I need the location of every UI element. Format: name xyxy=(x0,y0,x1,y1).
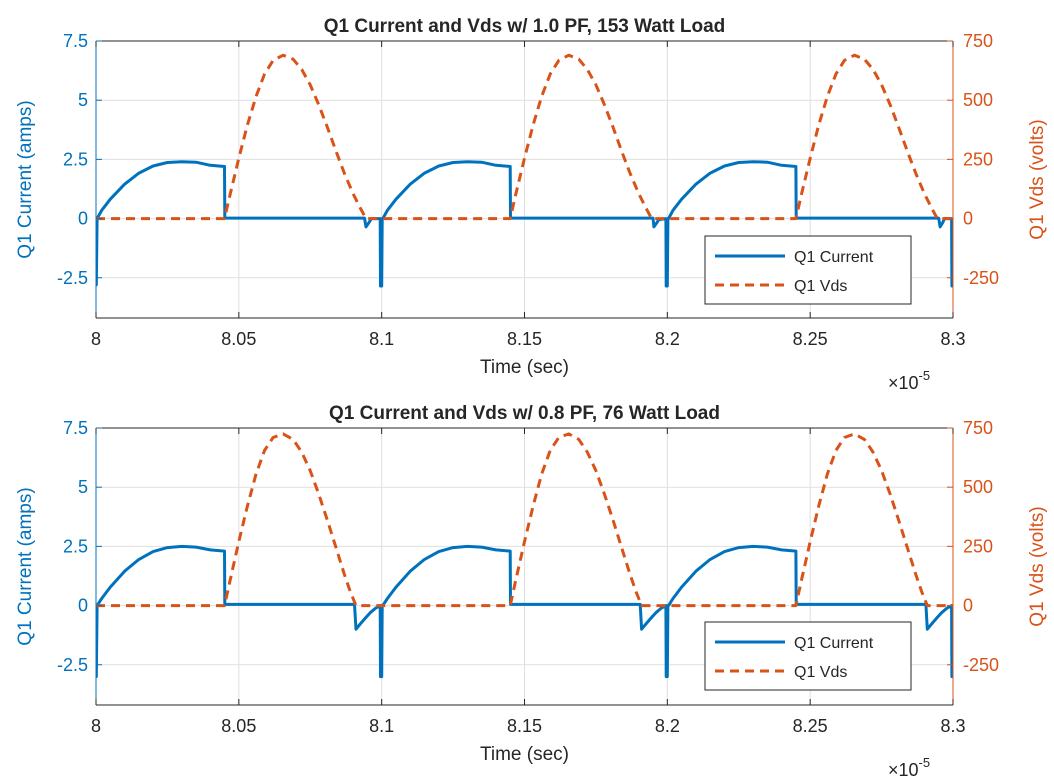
chart-title: Q1 Current and Vds w/ 0.8 PF, 76 Watt Lo… xyxy=(329,403,720,424)
x-tick-label: 8.25 xyxy=(793,716,828,736)
y-left-tick-label: 5 xyxy=(78,477,88,497)
y-left-tick-label: 0 xyxy=(78,209,88,229)
y-right-tick-label: 500 xyxy=(963,90,993,110)
series-group xyxy=(96,432,953,679)
series-line-vds xyxy=(96,432,953,608)
y-left-tick-label: 2.5 xyxy=(63,536,88,556)
x-axis-label: Time (sec) xyxy=(480,357,569,378)
series-line-current xyxy=(96,544,953,679)
y-right-tick-label: 750 xyxy=(963,31,993,51)
y-left-tick-label: 7.5 xyxy=(63,31,88,51)
x-tick-label: 8.2 xyxy=(655,716,680,736)
y-right-tick-label: 500 xyxy=(963,477,993,497)
y-right-axis-label: Q1 Vds (volts) xyxy=(1027,506,1048,626)
series-line-current xyxy=(96,160,953,288)
x-tick-label: 8.05 xyxy=(221,329,256,349)
chart-panel-top: 8 8.05 8.1 8.15 8.2 8.25 8.3 -2.5 0 2.5 5 7.5 -250 0 2… xyxy=(15,16,1048,393)
legend-label-vds: Q1 Vds xyxy=(794,664,847,681)
x-tick-label: 8 xyxy=(91,716,101,736)
axes: 8 8.05 8.1 8.15 8.2 8.25 8.3 -2.5 0 2.5 5 7.5 -250 0 2… xyxy=(57,31,999,349)
y-left-tick-label: -2.5 xyxy=(57,268,88,288)
y-right-tick-label: 750 xyxy=(963,418,993,438)
y-right-tick-label: 0 xyxy=(963,209,973,229)
series-line-vds xyxy=(96,53,953,221)
y-right-tick-label: -250 xyxy=(963,268,999,288)
y-left-tick-label: 2.5 xyxy=(63,149,88,169)
x-tick-label: 8.3 xyxy=(940,716,965,736)
x-tick-label: 8.1 xyxy=(369,329,394,349)
y-right-tick-label: 250 xyxy=(963,536,993,556)
y-right-tick-label: 0 xyxy=(963,596,973,616)
y-left-tick-label: 7.5 xyxy=(63,418,88,438)
y-left-tick-label: -2.5 xyxy=(57,655,88,675)
x-tick-label: 8.15 xyxy=(507,329,542,349)
y-right-tick-label: -250 xyxy=(963,655,999,675)
x-tick-label: 8.1 xyxy=(369,716,394,736)
x-tick-label: 8.25 xyxy=(793,329,828,349)
chart-title: Q1 Current and Vds w/ 1.0 PF, 153 Watt L… xyxy=(324,16,726,37)
y-left-tick-label: 0 xyxy=(78,596,88,616)
y-right-tick-label: 250 xyxy=(963,149,993,169)
legend-box xyxy=(704,621,912,691)
x-exponent-power: -5 xyxy=(919,368,931,383)
x-tick-label: 8 xyxy=(91,329,101,349)
legend-label-vds: Q1 Vds xyxy=(794,278,847,295)
chart-panel-bottom: 8 8.05 8.1 8.15 8.2 8.25 8.3 -2.5 0 2.5 5 7.5 -250 0 2… xyxy=(15,403,1048,779)
series-group xyxy=(96,53,953,288)
x-exponent-power: -5 xyxy=(919,755,931,770)
y-left-axis-label: Q1 Current (amps) xyxy=(15,487,36,645)
x-tick-label: 8.05 xyxy=(221,716,256,736)
y-left-axis-label: Q1 Current (amps) xyxy=(15,100,36,258)
y-left-tick-label: 5 xyxy=(78,90,88,110)
legend-box xyxy=(704,235,912,305)
legend-label-current: Q1 Current xyxy=(794,635,874,652)
legend: Q1 Current Q1 Vds xyxy=(704,621,912,691)
y-right-axis-label: Q1 Vds (volts) xyxy=(1027,119,1048,239)
legend-label-current: Q1 Current xyxy=(794,249,874,266)
x-tick-label: 8.15 xyxy=(507,716,542,736)
x-axis-label: Time (sec) xyxy=(480,744,569,765)
x-tick-label: 8.2 xyxy=(655,329,680,349)
legend: Q1 Current Q1 Vds xyxy=(704,235,912,305)
x-tick-label: 8.3 xyxy=(940,329,965,349)
axes: 8 8.05 8.1 8.15 8.2 8.25 8.3 -2.5 0 2.5 5 7.5 -250 0 2… xyxy=(57,418,999,736)
